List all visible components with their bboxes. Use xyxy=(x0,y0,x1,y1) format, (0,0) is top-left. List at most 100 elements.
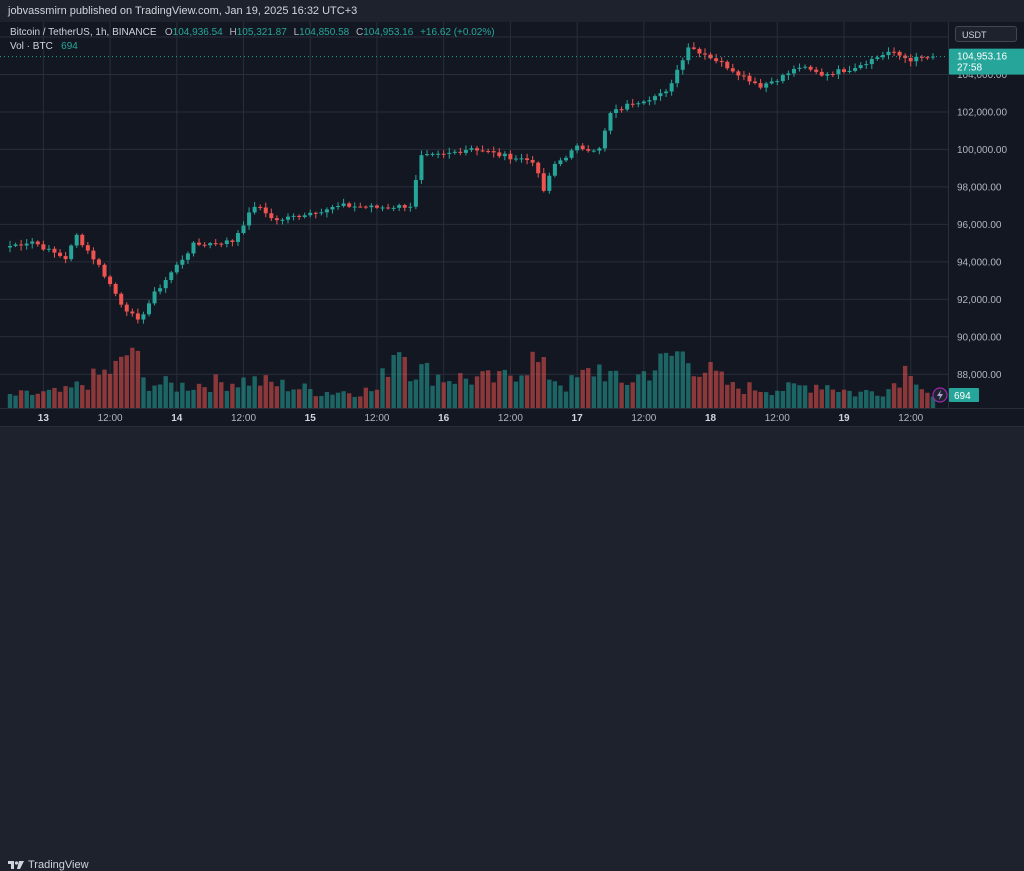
volume-bar xyxy=(519,375,524,408)
volume-bar xyxy=(713,370,719,408)
volume-bar xyxy=(41,391,46,408)
tradingview-logo[interactable]: TradingView xyxy=(8,859,89,871)
volume-bar xyxy=(591,376,596,408)
candle-body xyxy=(413,179,418,207)
volume-bar xyxy=(725,384,730,408)
volume-bar xyxy=(291,389,296,408)
candle-body xyxy=(819,71,824,76)
volume-bar xyxy=(408,381,413,408)
candle-body xyxy=(602,130,607,149)
volume-bar xyxy=(508,375,513,408)
currency-button[interactable]: USDT xyxy=(955,26,1017,42)
volume-bar xyxy=(663,352,669,408)
volume-bar xyxy=(736,388,741,408)
volume-bar xyxy=(96,374,102,408)
candle-body xyxy=(52,248,57,253)
price-axis[interactable]: 88,000.00 90,000.00 92,000.00 94,000.00 96,0… xyxy=(948,22,1024,408)
volume-bar xyxy=(852,396,858,408)
candle-body xyxy=(791,68,796,74)
volume-bar xyxy=(163,376,168,408)
candle-body xyxy=(208,243,213,246)
time-tick-label: 12:00 xyxy=(898,413,923,424)
volume-bar xyxy=(752,390,758,408)
volume-bar xyxy=(30,394,35,408)
candle-body xyxy=(741,75,746,77)
candle-body xyxy=(141,314,146,320)
candle-body xyxy=(391,207,396,209)
candle-body xyxy=(636,103,641,105)
volume-label: Vol · BTC xyxy=(10,41,53,52)
volume-bar xyxy=(902,365,908,408)
candle-body xyxy=(197,242,202,245)
volume-bar xyxy=(619,382,624,408)
volume-bar xyxy=(24,390,29,408)
time-tick-label: 14 xyxy=(171,413,183,424)
volume-bar xyxy=(91,368,96,408)
candle-body xyxy=(313,212,318,214)
candle-body xyxy=(135,313,140,320)
candle-body xyxy=(69,245,74,260)
volume-bar xyxy=(886,389,891,408)
candle-body xyxy=(541,173,546,191)
volume-bar xyxy=(558,385,563,408)
volume-bar xyxy=(747,382,752,408)
volume-bar xyxy=(157,384,163,408)
candle-body xyxy=(675,69,680,84)
volume-bar xyxy=(797,385,802,408)
volume-bar xyxy=(680,351,685,408)
candle-body xyxy=(725,61,730,69)
candle-body xyxy=(630,103,635,105)
high-label: H xyxy=(229,27,237,38)
volume-bar xyxy=(35,393,40,408)
volume-bar xyxy=(369,391,374,408)
candle-body xyxy=(714,58,719,62)
candle-body xyxy=(525,158,530,161)
candle-body xyxy=(786,73,791,76)
candle-body xyxy=(113,284,118,294)
candle-body xyxy=(452,151,457,153)
volume-bar xyxy=(775,390,780,408)
volume-bar xyxy=(435,374,441,408)
chart-svg[interactable] xyxy=(0,22,948,408)
volume-bar xyxy=(174,391,179,408)
publish-bar: jobvassmirn published on TradingView.com… xyxy=(0,0,1024,22)
volume-bar xyxy=(647,380,652,408)
volume-bar xyxy=(335,392,341,408)
time-axis[interactable]: 13 12:00 14 12:00 15 12:00 16 12:00 17 12:00 18 12:… xyxy=(0,408,1024,427)
price-axis-svg: 88,000.00 90,000.00 92,000.00 94,000.00 96,0… xyxy=(949,32,1024,402)
candle-body xyxy=(463,149,468,153)
candle-body xyxy=(925,57,930,59)
candle-body xyxy=(286,216,290,220)
volume-bar xyxy=(124,355,129,408)
candle-body xyxy=(480,150,485,152)
volume-bar xyxy=(68,387,74,408)
volume-bar xyxy=(825,385,830,408)
candle-body xyxy=(258,206,263,208)
volume-bar xyxy=(219,382,224,408)
candle-body xyxy=(842,69,846,73)
volume-bar xyxy=(836,392,841,408)
candle-body xyxy=(536,162,541,174)
price-tick-label: 102,000.00 xyxy=(957,107,1007,118)
volume-bar xyxy=(802,385,808,408)
volume-bar xyxy=(308,389,313,408)
volume-bar xyxy=(202,387,207,408)
candle-body xyxy=(247,212,252,226)
candle-body xyxy=(502,153,507,157)
volume-bar xyxy=(230,383,235,408)
candle-body xyxy=(764,83,769,88)
volume-bar xyxy=(380,368,385,408)
price-tick-label: 96,000.00 xyxy=(957,220,1002,231)
volume-bar xyxy=(474,376,480,408)
volume-bar xyxy=(780,391,786,408)
volume-bar xyxy=(85,389,91,408)
volume-bar xyxy=(135,350,141,408)
candle-body xyxy=(263,207,268,214)
candle-body xyxy=(235,233,240,242)
volume-bar xyxy=(914,384,919,408)
symbol-label: Bitcoin / TetherUS, 1h, BINANCE xyxy=(10,27,157,38)
volume-bar xyxy=(7,393,13,408)
chart-area[interactable] xyxy=(0,22,948,408)
candle-body xyxy=(497,152,502,157)
candle-body xyxy=(241,225,246,234)
